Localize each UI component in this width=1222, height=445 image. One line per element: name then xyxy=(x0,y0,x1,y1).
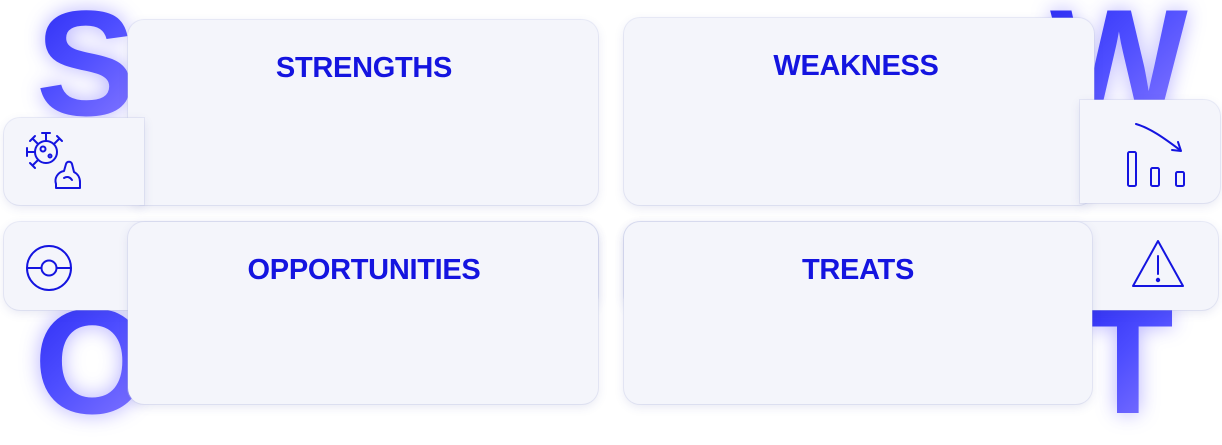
strengths-card-icon-tab xyxy=(4,118,144,205)
weakness-card-icon-tab xyxy=(1080,100,1220,203)
opportunities-title: OPPORTUNITIES xyxy=(247,254,481,286)
treats-card-bottom xyxy=(624,222,1092,404)
letter-s: S xyxy=(36,0,136,138)
weakness-card-top xyxy=(624,18,1094,205)
strengths-card-top xyxy=(128,20,598,205)
weakness-title: WEAKNESS xyxy=(773,50,939,82)
letter-t: T xyxy=(1082,277,1174,445)
pokeball-target-icon xyxy=(24,243,74,293)
virus-strength-arm-icon xyxy=(20,128,82,192)
declining-bars-icon xyxy=(1120,120,1190,192)
warning-triangle-icon xyxy=(1130,238,1186,290)
treats-title: TREATS xyxy=(801,254,915,286)
opportunities-card-bottom xyxy=(128,222,598,404)
strengths-title: STRENGTHS xyxy=(275,52,453,84)
